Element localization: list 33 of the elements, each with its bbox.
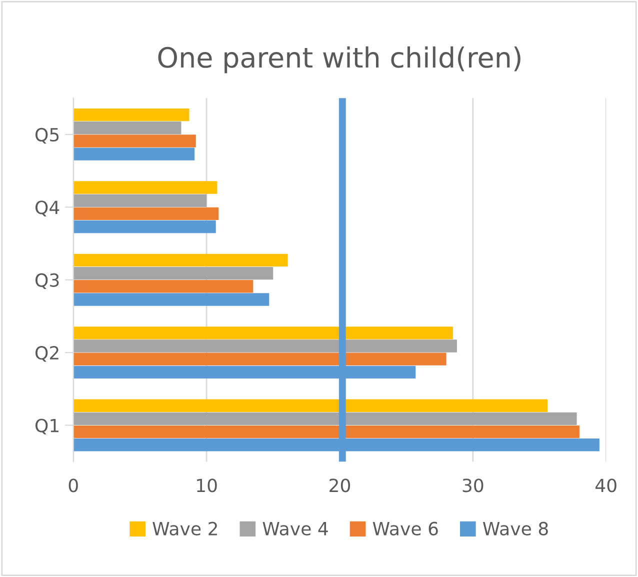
bar bbox=[73, 340, 457, 352]
bar bbox=[73, 266, 274, 280]
y-tick-label: Q3 bbox=[35, 273, 59, 290]
chart-title: One parent with child(ren) bbox=[158, 46, 520, 74]
bar bbox=[73, 326, 453, 340]
bar bbox=[73, 412, 577, 426]
bar bbox=[73, 220, 216, 234]
bar bbox=[73, 181, 218, 194]
x-tick-label: 0 bbox=[68, 478, 78, 492]
bar bbox=[73, 280, 254, 293]
bar bbox=[73, 399, 548, 412]
legend-label: Wave 6 bbox=[372, 522, 438, 536]
bar bbox=[73, 148, 195, 160]
bar bbox=[73, 293, 270, 306]
bar bbox=[73, 207, 219, 220]
legend-label: Wave 4 bbox=[262, 522, 328, 536]
x-tick-label: 10 bbox=[197, 478, 217, 492]
bar bbox=[73, 425, 580, 438]
legend-label: Wave 2 bbox=[152, 522, 217, 536]
y-tick-label: Q4 bbox=[35, 200, 60, 216]
legend-label: Wave 8 bbox=[482, 522, 548, 536]
bar bbox=[73, 254, 288, 267]
bar bbox=[73, 134, 196, 148]
bar bbox=[73, 108, 190, 122]
y-tick-label: Q5 bbox=[35, 128, 59, 144]
y-tick-label: Q1 bbox=[35, 418, 59, 434]
bar bbox=[73, 194, 207, 207]
x-tick-label: 20 bbox=[330, 478, 350, 492]
y-tick-label: Q2 bbox=[35, 346, 58, 362]
x-tick-label: 40 bbox=[595, 478, 616, 492]
bar bbox=[73, 352, 446, 366]
x-tick-label: 30 bbox=[462, 478, 484, 492]
bar bbox=[73, 122, 182, 134]
